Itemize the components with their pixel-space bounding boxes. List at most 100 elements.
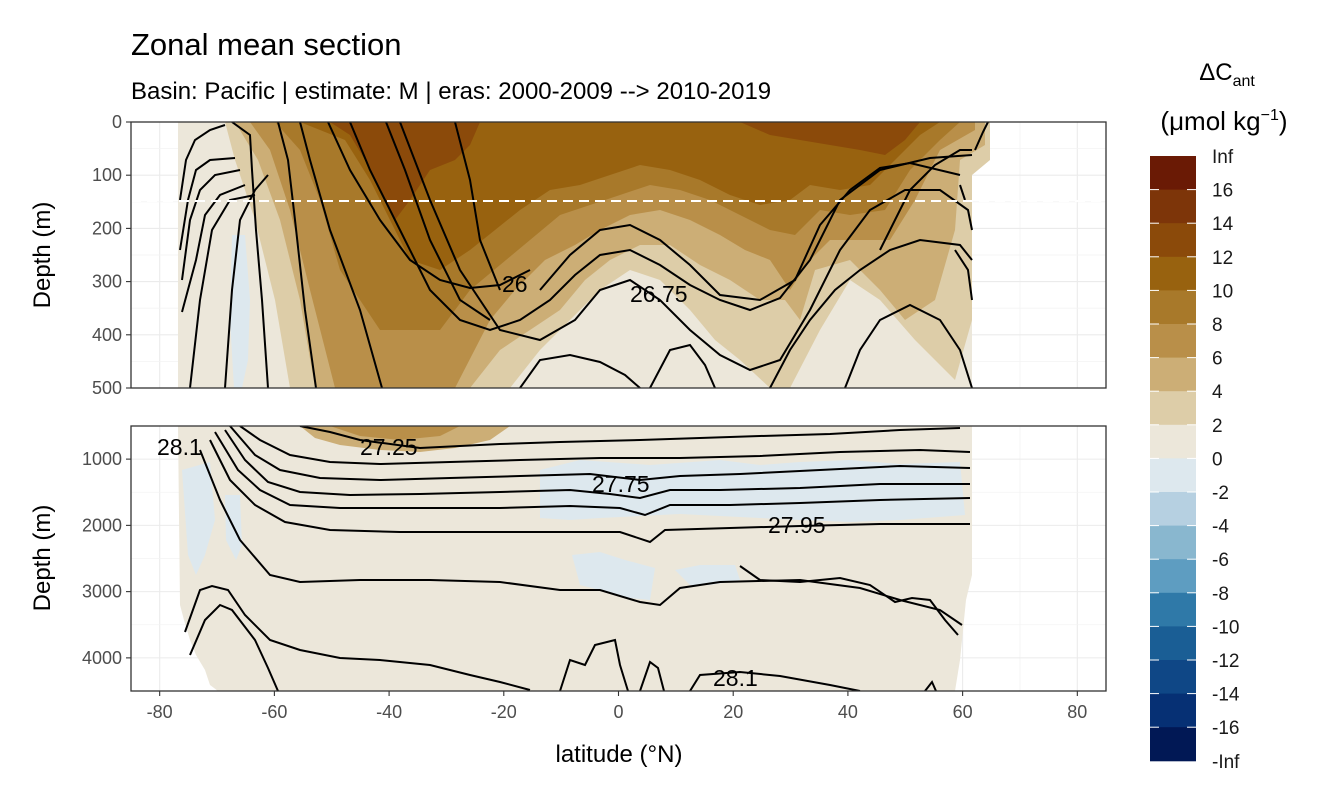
lower-contour-line [189,603,279,691]
legend-title: ΔCant [1199,59,1255,90]
x-axis-title: latitude (°N) [556,741,683,768]
legend-swatch [1150,391,1196,426]
legend-label: -6 [1212,550,1229,571]
upper-contour-line [954,249,973,301]
lower-contour-line [924,680,937,691]
lower-contours [184,426,971,691]
legend-label: 6 [1212,349,1223,370]
legend-label: 0 [1212,449,1223,470]
legend-label: -8 [1212,584,1229,605]
upper-field: 26 26.75 [131,122,1106,388]
lower-contour-line [224,429,970,500]
legend-swatch [1150,290,1196,325]
y-tick-label: 0 [112,112,122,132]
upper-y-axis-title: Depth (m) [29,202,56,309]
lower-contour-line [214,431,971,517]
legend-label: -12 [1212,651,1239,672]
legend-label: Inf [1212,147,1234,168]
legend-swatch [1150,727,1196,762]
legend-swatch [1150,324,1196,359]
legend-label: -2 [1212,483,1229,504]
legend-swatch [1150,189,1196,224]
x-tick-label: 60 [953,702,973,722]
legend-label: 12 [1212,248,1233,269]
lower-contour-line [689,670,861,691]
lower-contour-line [239,426,971,466]
lower-y-axis-title: Depth (m) [29,505,56,612]
upper-contour-line [179,157,236,251]
legend-swatch [1150,424,1196,459]
x-tick-label: 40 [838,702,858,722]
x-tick-label: -80 [147,702,173,722]
lower-field: 28.1 27.25 27.75 27.95 28.1 [157,426,972,691]
lower-y-axis: 1000 2000 3000 4000 [82,449,131,668]
y-tick-label: 3000 [82,582,122,602]
x-tick-label: 20 [723,702,743,722]
upper-band-10-12 [300,122,940,270]
x-tick-label: -40 [376,702,402,722]
legend-unit: (μmol kg−1) [1160,106,1287,136]
lower-negative-band [540,460,965,522]
upper-contour-line [277,122,317,388]
upper-contour-line [454,122,501,291]
upper-contour-line [879,149,972,251]
lower-negative-patch [572,552,655,600]
legend: ΔCant (μmol kg−1) Inf 16 14 12 10 8 6 4 2 0 -2 -4 -6… [1150,59,1288,773]
legend-swatch [1150,525,1196,560]
legend-label: -16 [1212,718,1239,739]
upper-band-12-14-east [740,122,920,155]
upper-contour-line [179,124,226,201]
legend-colorbar: Inf 16 14 12 10 8 6 4 2 0 -2 -4 -6 -8 -10 -12 -14 -16 -Inf [1150,147,1240,773]
chart-subtitle: Basin: Pacific | estimate: M | eras: 200… [131,78,771,105]
legend-swatch [1150,626,1196,661]
y-tick-label: 4000 [82,648,122,668]
upper-contour-line [224,174,269,388]
lower-contour-line [229,426,971,482]
upper-contour-line [519,353,641,388]
legend-label: -Inf [1212,752,1240,773]
lower-contour-line [199,449,963,626]
y-tick-label: 1000 [82,449,122,469]
y-tick-label: 500 [92,378,122,398]
lower-contour-label-28-1: 28.1 [157,434,202,460]
legend-label: 14 [1212,214,1234,235]
lower-band-4-6 [330,426,460,440]
lower-contour-line [184,584,531,691]
legend-swatch [1150,256,1196,291]
lower-contour-line [559,638,629,691]
legend-label: -14 [1212,685,1240,706]
y-tick-label: 2000 [82,515,122,535]
upper-contour-line [844,303,973,388]
legend-label: 2 [1212,416,1223,437]
lower-contour-line [639,660,665,691]
upper-contour-line [349,122,973,332]
upper-contour-line [539,161,961,302]
y-tick-label: 200 [92,218,122,238]
upper-contour-line [385,122,491,321]
legend-label: 10 [1212,281,1233,302]
upper-contour-line [231,122,269,388]
lower-contour-line [209,439,970,544]
upper-contour-line [974,122,989,151]
upper-contour-line [181,184,246,313]
upper-panel-border [130,121,1107,389]
legend-swatch [1150,357,1196,392]
upper-contour-line [769,238,973,388]
upper-contour-label-26-75: 26.75 [630,281,688,307]
legend-label: -10 [1212,617,1239,638]
lower-negative-patch [182,462,215,575]
upper-negative-patch [230,235,250,388]
x-tick-label: 80 [1067,702,1087,722]
legend-swatch [1150,156,1196,191]
upper-contour-line [959,184,966,201]
upper-contour-line [327,122,531,290]
lower-contour-line [739,565,959,636]
chart-title: Zonal mean section [131,27,402,62]
lower-panel: 28.1 27.25 27.75 27.95 28.1 1000 2000 3000… [82,425,1107,722]
upper-contour-line [299,122,383,388]
legend-swatch [1150,458,1196,493]
lower-contour-label-27-75: 27.75 [592,471,650,497]
legend-swatch [1150,660,1196,695]
upper-panel: 26 26.75 0 100 200 300 400 500 [92,112,1107,398]
legend-label: -4 [1212,517,1229,538]
